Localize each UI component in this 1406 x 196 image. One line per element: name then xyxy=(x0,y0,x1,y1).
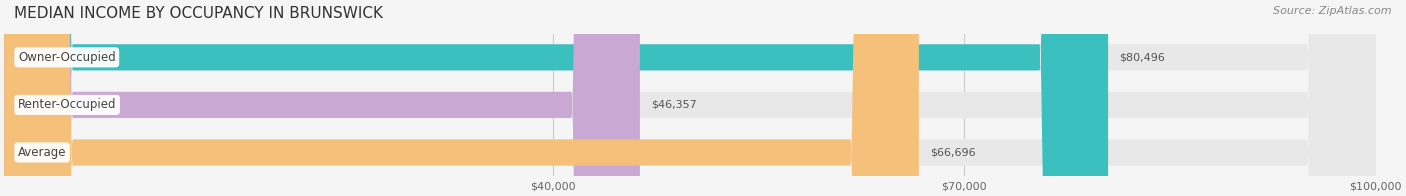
FancyBboxPatch shape xyxy=(4,0,640,196)
Text: Owner-Occupied: Owner-Occupied xyxy=(18,51,115,64)
FancyBboxPatch shape xyxy=(4,0,920,196)
FancyBboxPatch shape xyxy=(4,0,1375,196)
Text: MEDIAN INCOME BY OCCUPANCY IN BRUNSWICK: MEDIAN INCOME BY OCCUPANCY IN BRUNSWICK xyxy=(14,6,382,21)
Text: Source: ZipAtlas.com: Source: ZipAtlas.com xyxy=(1274,6,1392,16)
Text: Average: Average xyxy=(18,146,66,159)
FancyBboxPatch shape xyxy=(4,0,1375,196)
FancyBboxPatch shape xyxy=(4,0,1108,196)
Text: $80,496: $80,496 xyxy=(1119,52,1166,62)
Text: $66,696: $66,696 xyxy=(929,148,976,158)
Text: $46,357: $46,357 xyxy=(651,100,696,110)
FancyBboxPatch shape xyxy=(4,0,1375,196)
Text: Renter-Occupied: Renter-Occupied xyxy=(18,98,117,111)
